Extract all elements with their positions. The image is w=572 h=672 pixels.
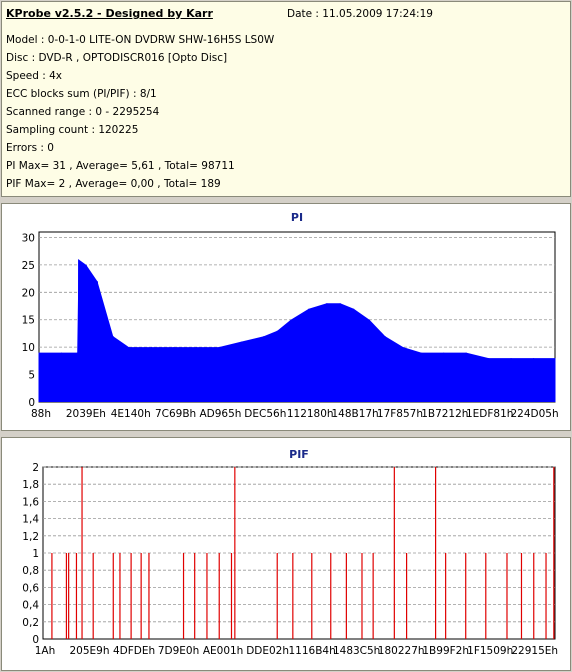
x-tick-label: 180227h [378,645,425,657]
info-sampling: Sampling count : 120225 [6,124,139,136]
y-tick-label: 5 [28,370,35,382]
y-tick-label: 0,8 [22,565,39,577]
x-tick-label: 112180h [287,408,334,420]
y-tick-label: 1,6 [22,496,39,508]
y-tick-label: 1,2 [22,531,39,543]
info-speed: Speed : 4x [6,70,63,82]
x-tick-label: 148B17h [331,408,378,420]
x-tick-label: AE001h [203,645,244,657]
info-model: Model : 0-0-1-0 LITE-ON DVDRW SHW-16H5S … [6,34,275,46]
app-title: KProbe v2.5.2 - Designed by Karr [6,7,213,20]
y-tick-label: 0 [28,397,35,409]
pif-chart: PIF 0 0,2 0,4 0,6 0,8 1 1,2 1,4 1,6 1,8 2 1Ah 205E9h 4… [22,448,558,657]
info-ecc: ECC blocks sum (PI/PIF) : 8/1 [6,88,157,100]
pi-chart: PI 0 5 10 15 20 25 30 88h 2039Eh 4E140h 7C69Bh AD965… [22,211,559,420]
y-tick-label: 15 [22,315,35,327]
chart-title: PI [291,211,303,224]
x-tick-label: 1B99F2h [422,645,469,657]
pif-chart-panel: PIF 0 0,2 0,4 0,6 0,8 1 1,2 1,4 1,6 1,8 2 1Ah 205E9h 4… [1,437,571,671]
x-tick-label: 1B7212h [421,408,468,420]
y-tick-label: 25 [22,260,35,272]
x-tick-label: 1483C5h [333,645,380,657]
x-tick-label: 205E9h [70,645,110,657]
x-tick-label: AD965h [199,408,241,420]
info-pif-summary: PIF Max= 2 , Average= 0,00 , Total= 189 [6,178,221,190]
x-tick-label: 7C69Bh [155,408,196,420]
x-tick-label: DDE02h [246,645,289,657]
y-tick-label: 0,4 [22,600,39,612]
y-tick-label: 2 [32,462,39,474]
y-tick-label: 1,8 [22,479,39,491]
y-tick-label: 0,2 [22,617,39,629]
scan-date: Date : 11.05.2009 17:24:19 [287,8,433,20]
y-tick-label: 0,6 [22,582,39,594]
info-errors: Errors : 0 [6,142,54,154]
info-panel: KProbe v2.5.2 - Designed by Karr Date : … [1,1,571,197]
y-tick-label: 30 [22,232,35,244]
x-tick-label: 1EDF81h [466,408,513,420]
info-pi-summary: PI Max= 31 , Average= 5,61 , Total= 9871… [6,160,235,172]
y-tick-label: 1,4 [22,514,39,526]
y-tick-label: 20 [22,287,35,299]
x-tick-label: 1116B4h [288,645,335,657]
y-tick-label: 1 [32,548,39,560]
x-tick-label: 22915Eh [511,645,558,657]
x-tick-label: 88h [31,408,51,420]
x-tick-label: 4DFDEh [113,645,155,657]
info-disc: Disc : DVD-R , OPTODISCR016 [Opto Disc] [6,52,228,64]
x-tick-label: 17F857h [377,408,423,420]
x-tick-label: 2039Eh [66,408,106,420]
chart-title: PIF [289,448,309,461]
x-tick-label: 7D9E0h [158,645,199,657]
y-tick-label: 10 [22,342,35,354]
pi-chart-panel: PI 0 5 10 15 20 25 30 88h 2039Eh 4E140h 7C69Bh AD965… [1,203,571,431]
info-range: Scanned range : 0 - 2295254 [6,106,160,118]
pi-series-area [39,259,555,402]
x-tick-label: DEC56h [244,408,286,420]
x-tick-label: 4E140h [111,408,151,420]
x-tick-label: 1Ah [35,645,56,657]
y-tick-label: 0 [32,634,39,646]
x-tick-label: 224D05h [510,408,558,420]
x-tick-label: 1F1509h [467,645,513,657]
